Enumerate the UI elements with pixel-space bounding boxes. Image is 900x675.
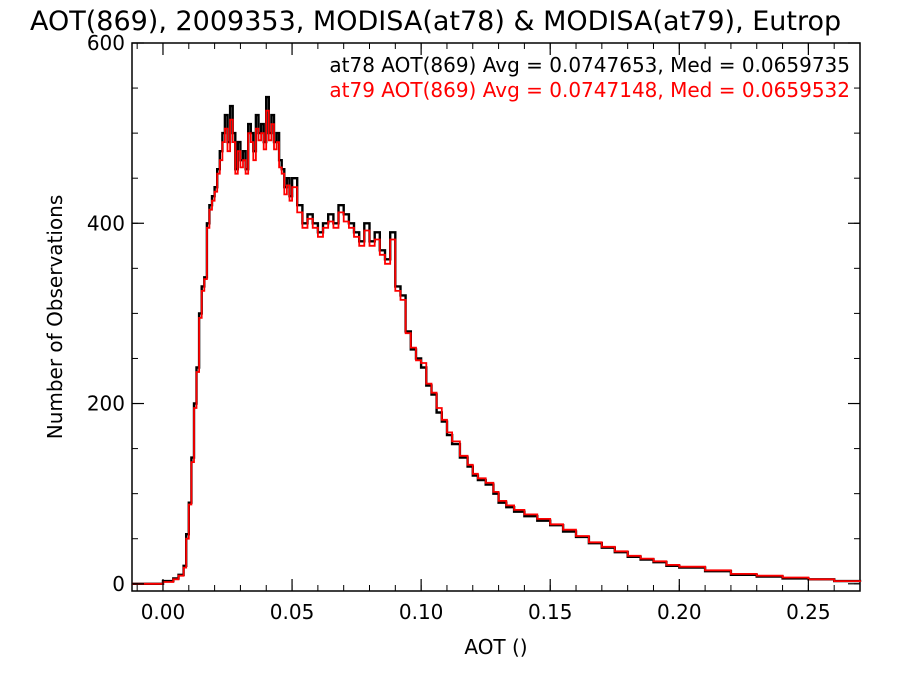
series-line-1	[132, 109, 861, 585]
y-axis-label: Number of Observations	[43, 195, 67, 440]
plot-frame	[131, 42, 861, 592]
y-tick-label: 400	[87, 211, 125, 235]
plot-area: 0.00 0.05 0.10 0.15 0.20 0.25 0 200 400 600	[87, 31, 862, 624]
legend-entry-at78: at78 AOT(869) Avg = 0.0747653, Med = 0.0…	[329, 53, 850, 77]
y-tick-label: 200	[87, 392, 125, 416]
chart-title: AOT(869), 2009353, MODISA(at78) & MODISA…	[30, 6, 841, 37]
x-tick-label: 0.15	[528, 600, 573, 624]
legend-entry-at79: at79 AOT(869) Avg = 0.0747148, Med = 0.0…	[329, 78, 850, 102]
x-tick-label: 0.05	[270, 600, 315, 624]
y-tick-label: 0	[112, 572, 125, 596]
series-line-0	[132, 95, 862, 585]
y-tick-label: 600	[87, 31, 125, 55]
tick-layer: 0.00 0.05 0.10 0.15 0.20 0.25 0 200 400 600	[87, 31, 861, 624]
legend: at78 AOT(869) Avg = 0.0747653, Med = 0.0…	[329, 53, 850, 102]
x-axis-label: AOT ()	[464, 635, 527, 659]
x-tick-label: 0.10	[399, 600, 444, 624]
x-tick-label: 0.20	[657, 600, 702, 624]
x-tick-label: 0.00	[141, 600, 186, 624]
x-tick-label: 0.25	[786, 600, 831, 624]
series-layer	[132, 95, 862, 585]
